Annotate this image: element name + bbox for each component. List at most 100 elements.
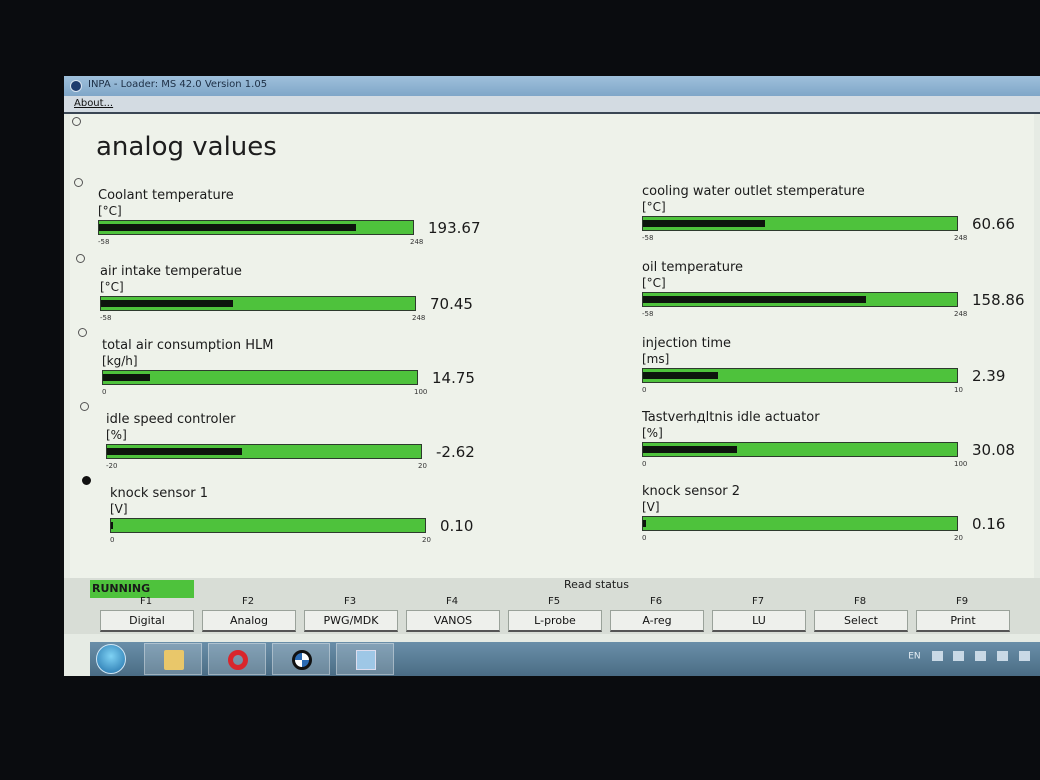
- gauge-fill: [643, 446, 738, 453]
- fkey-code: F1: [139, 596, 153, 607]
- gauge-unit: [°C]: [642, 200, 666, 214]
- bmw-icon: [292, 650, 312, 670]
- gauge-bar: [100, 296, 416, 311]
- gauge-min: 0: [110, 536, 115, 544]
- gauge-min: -58: [100, 314, 112, 322]
- fkey-code: F6: [649, 596, 663, 607]
- digital-button[interactable]: Digital: [100, 610, 194, 632]
- fkey-code: F8: [853, 596, 867, 607]
- running-status: RUNNING: [90, 580, 194, 598]
- about-menu[interactable]: About...: [74, 98, 114, 109]
- gauge-min: 0: [642, 460, 647, 468]
- gauge-unit: [%]: [106, 428, 127, 442]
- gauge-label: knock sensor 2: [642, 484, 741, 499]
- l-probe-button[interactable]: L-probe: [508, 610, 602, 632]
- taskbar-explorer[interactable]: [144, 643, 202, 675]
- gauge-fill: [103, 374, 151, 381]
- vanos-button[interactable]: VANOS: [406, 610, 500, 632]
- selector-radio-6[interactable]: [82, 476, 91, 485]
- app-icon: [70, 80, 82, 92]
- inpa-window: INPA - Loader: MS 42.0 Version 1.05 Abou…: [64, 76, 1040, 676]
- battery-icon[interactable]: [975, 651, 987, 661]
- gauge-value: 70.45: [430, 295, 473, 313]
- gauge-max: 248: [412, 314, 426, 322]
- flag-icon[interactable]: [1019, 651, 1030, 661]
- gauge-bar: [642, 368, 958, 383]
- volume-icon[interactable]: [997, 651, 1009, 661]
- gauge-max: 20: [418, 462, 427, 470]
- analog-values-panel: analog values Coolant temperature [°C] -…: [70, 114, 1034, 578]
- gauge-max: 100: [414, 388, 428, 396]
- gauge-knock-sensor-2: knock sensor 2 [V] 0 20 0.16: [642, 484, 1040, 550]
- taskbar-inpa[interactable]: [272, 643, 330, 675]
- gauge-cooling-water-outlet: cooling water outlet stemperature [°C] -…: [642, 184, 1040, 250]
- gauge-knock-sensor-1: knock sensor 1 [V] 0 20 0.10: [110, 486, 550, 552]
- gauge-fill: [99, 224, 357, 231]
- gauge-max: 20: [422, 536, 431, 544]
- gauge-unit: [kg/h]: [102, 354, 138, 368]
- network-icon[interactable]: [931, 651, 943, 661]
- selector-radio-2[interactable]: [74, 178, 83, 187]
- menu-bar: About...: [64, 96, 1040, 114]
- gauge-label: cooling water outlet stemperature: [642, 184, 865, 199]
- gauge-bar: [642, 216, 958, 231]
- gauge-value: -2.62: [436, 443, 475, 461]
- fkey-f6: F6 A-reg: [606, 596, 706, 636]
- gauge-max: 248: [954, 234, 968, 242]
- a-reg-button[interactable]: A-reg: [610, 610, 704, 632]
- pwg-mdk-button[interactable]: PWG/MDK: [304, 610, 398, 632]
- gauge-unit: [°C]: [98, 204, 122, 218]
- gauge-fill: [643, 372, 719, 379]
- gauge-min: 0: [642, 534, 647, 542]
- gauge-min: -58: [642, 310, 654, 318]
- gauge-fill: [643, 296, 866, 303]
- gauge-bar: [98, 220, 414, 235]
- analog-button[interactable]: Analog: [202, 610, 296, 632]
- gauge-label: oil temperature: [642, 260, 744, 275]
- fkey-code: F4: [445, 596, 459, 607]
- fkey-code: F9: [955, 596, 969, 607]
- language-indicator[interactable]: EN: [908, 651, 921, 662]
- gauge-fill: [643, 220, 766, 227]
- selector-radio-1[interactable]: [72, 117, 81, 126]
- gauge-min: 0: [642, 386, 647, 394]
- taskbar-app[interactable]: [336, 643, 394, 675]
- gauge-max: 20: [954, 534, 963, 542]
- fkey-code: F5: [547, 596, 561, 607]
- fkey-f7: F7 LU: [708, 596, 808, 636]
- gauge-fill: [111, 522, 113, 529]
- gauge-unit: [V]: [110, 502, 128, 516]
- fkey-code: F7: [751, 596, 765, 607]
- fkey-f5: F5 L-probe: [504, 596, 604, 636]
- gauge-bar: [642, 292, 958, 307]
- taskbar: EN: [90, 642, 1040, 676]
- taskbar-opera[interactable]: [208, 643, 266, 675]
- gauge-idle-speed-controller: idle speed controler [%] -20 20 -2.62: [106, 412, 546, 478]
- selector-radio-3[interactable]: [76, 254, 85, 263]
- selector-radio-5[interactable]: [80, 402, 89, 411]
- gauge-label: knock sensor 1: [110, 486, 209, 501]
- gauge-unit: [ms]: [642, 352, 670, 366]
- gauge-max: 100: [954, 460, 968, 468]
- start-button[interactable]: [96, 644, 126, 674]
- display-icon[interactable]: [953, 651, 965, 661]
- fkey-code: F2: [241, 596, 255, 607]
- window-title: INPA - Loader: MS 42.0 Version 1.05: [88, 79, 268, 90]
- gauge-oil-temperature: oil temperature [°C] -58 248 158.86: [642, 260, 1040, 326]
- gauge-value: 30.08: [972, 441, 1015, 459]
- selector-radio-4[interactable]: [78, 328, 87, 337]
- gauge-min: -58: [642, 234, 654, 242]
- fkey-code: F3: [343, 596, 357, 607]
- print-button[interactable]: Print: [916, 610, 1010, 632]
- function-key-bar: RUNNING Read status F1 Digital F2 Analog…: [64, 578, 1040, 634]
- select-button[interactable]: Select: [814, 610, 908, 632]
- gauge-unit: [°C]: [642, 276, 666, 290]
- gauge-label: total air consumption HLM: [102, 338, 274, 353]
- gauge-bar: [642, 442, 958, 457]
- gauge-bar: [102, 370, 418, 385]
- lu-button[interactable]: LU: [712, 610, 806, 632]
- gauge-value: 14.75: [432, 369, 475, 387]
- gauge-air-intake-temperature: air intake temperatue [°C] -58 248 70.45: [100, 264, 540, 330]
- gauge-fill: [107, 448, 243, 455]
- gauge-value: 2.39: [972, 367, 1006, 385]
